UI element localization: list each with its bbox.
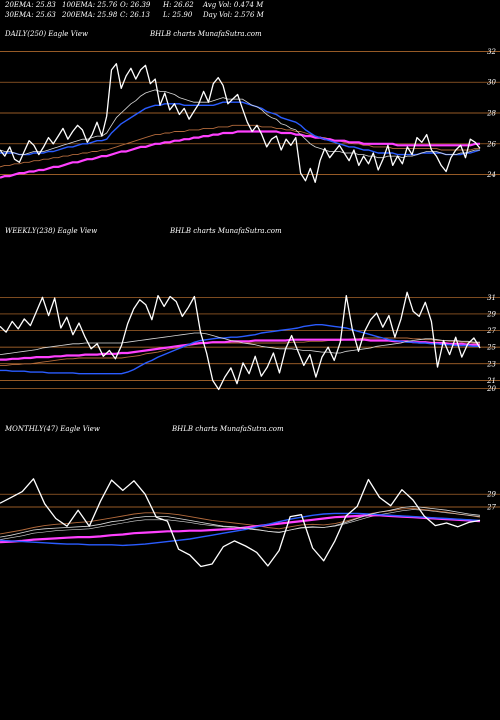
- monthly-title: MONTHLY(47) Eagle View: [5, 425, 100, 433]
- weekly-watermark: BHLB charts MunafaSutra.com: [170, 227, 282, 235]
- weekly-ytick-label: 20: [486, 385, 496, 393]
- weekly-ytick-label: 31: [487, 294, 496, 302]
- weekly-ytick-label: 25: [486, 344, 496, 352]
- daily-ema200-line: [0, 130, 480, 179]
- ema100-stat: 100EMA: 25.76: [62, 1, 118, 9]
- daily-ytick-label: 30: [487, 79, 496, 87]
- monthly-ema_white2-line: [0, 509, 481, 540]
- daily-ema20-line: [0, 89, 480, 159]
- weekly-ytick-label: 27: [486, 327, 496, 335]
- daily-ema30-line: [0, 101, 481, 156]
- daily-price-line: [0, 63, 481, 183]
- ema200-stat: 200EMA: 25.98: [62, 11, 118, 19]
- daily-chart: 32 30 28 26 24: [0, 48, 500, 183]
- weekly-ytick-label: 21: [486, 377, 496, 385]
- daily-ytick-label: 28: [486, 110, 496, 118]
- daily-ytick-label: 24: [486, 171, 496, 179]
- monthly-price-line: [0, 478, 481, 568]
- daily-title: DAILY(250) Eagle View: [5, 30, 88, 38]
- daily-ytick-label: 32: [487, 48, 496, 56]
- low-stat: L: 25.90: [163, 11, 193, 19]
- weekly-ema_blue-line: [0, 323, 480, 375]
- dayvol-stat: Day Vol: 2.576 M: [203, 11, 264, 19]
- weekly-ytick-label: 29: [486, 310, 496, 318]
- monthly-ema_brown-line: [0, 507, 481, 535]
- weekly-ema_b-line: [0, 337, 480, 366]
- monthly-watermark: BHLB charts MunafaSutra.com: [172, 425, 284, 433]
- ema20-stat: 20EMA: 25.83: [5, 1, 56, 9]
- ema30-stat: 30EMA: 25.63: [5, 11, 56, 19]
- monthly-ema_white-line: [0, 506, 481, 538]
- monthly-ytick-label: 27: [486, 504, 496, 512]
- monthly-chart: 29 27: [0, 478, 500, 568]
- weekly-ytick-label: 23: [486, 360, 496, 368]
- daily-ytick-label: 26: [486, 140, 496, 148]
- weekly-ema_a-line: [0, 332, 480, 355]
- weekly-title: WEEKLY(238) Eagle View: [5, 227, 98, 235]
- daily-watermark: BHLB charts MunafaSutra.com: [150, 30, 262, 38]
- avgvol-stat: Avg Vol: 0.474 M: [203, 1, 264, 9]
- monthly-ema_blue-line: [0, 512, 481, 547]
- close-stat: C: 26.13: [120, 11, 150, 19]
- open-stat: O: 26.39: [120, 1, 151, 9]
- high-stat: H: 26.62: [163, 1, 194, 9]
- monthly-ytick-label: 29: [486, 491, 496, 499]
- daily-ema100-line: [0, 124, 480, 168]
- weekly-price-line: [0, 291, 481, 391]
